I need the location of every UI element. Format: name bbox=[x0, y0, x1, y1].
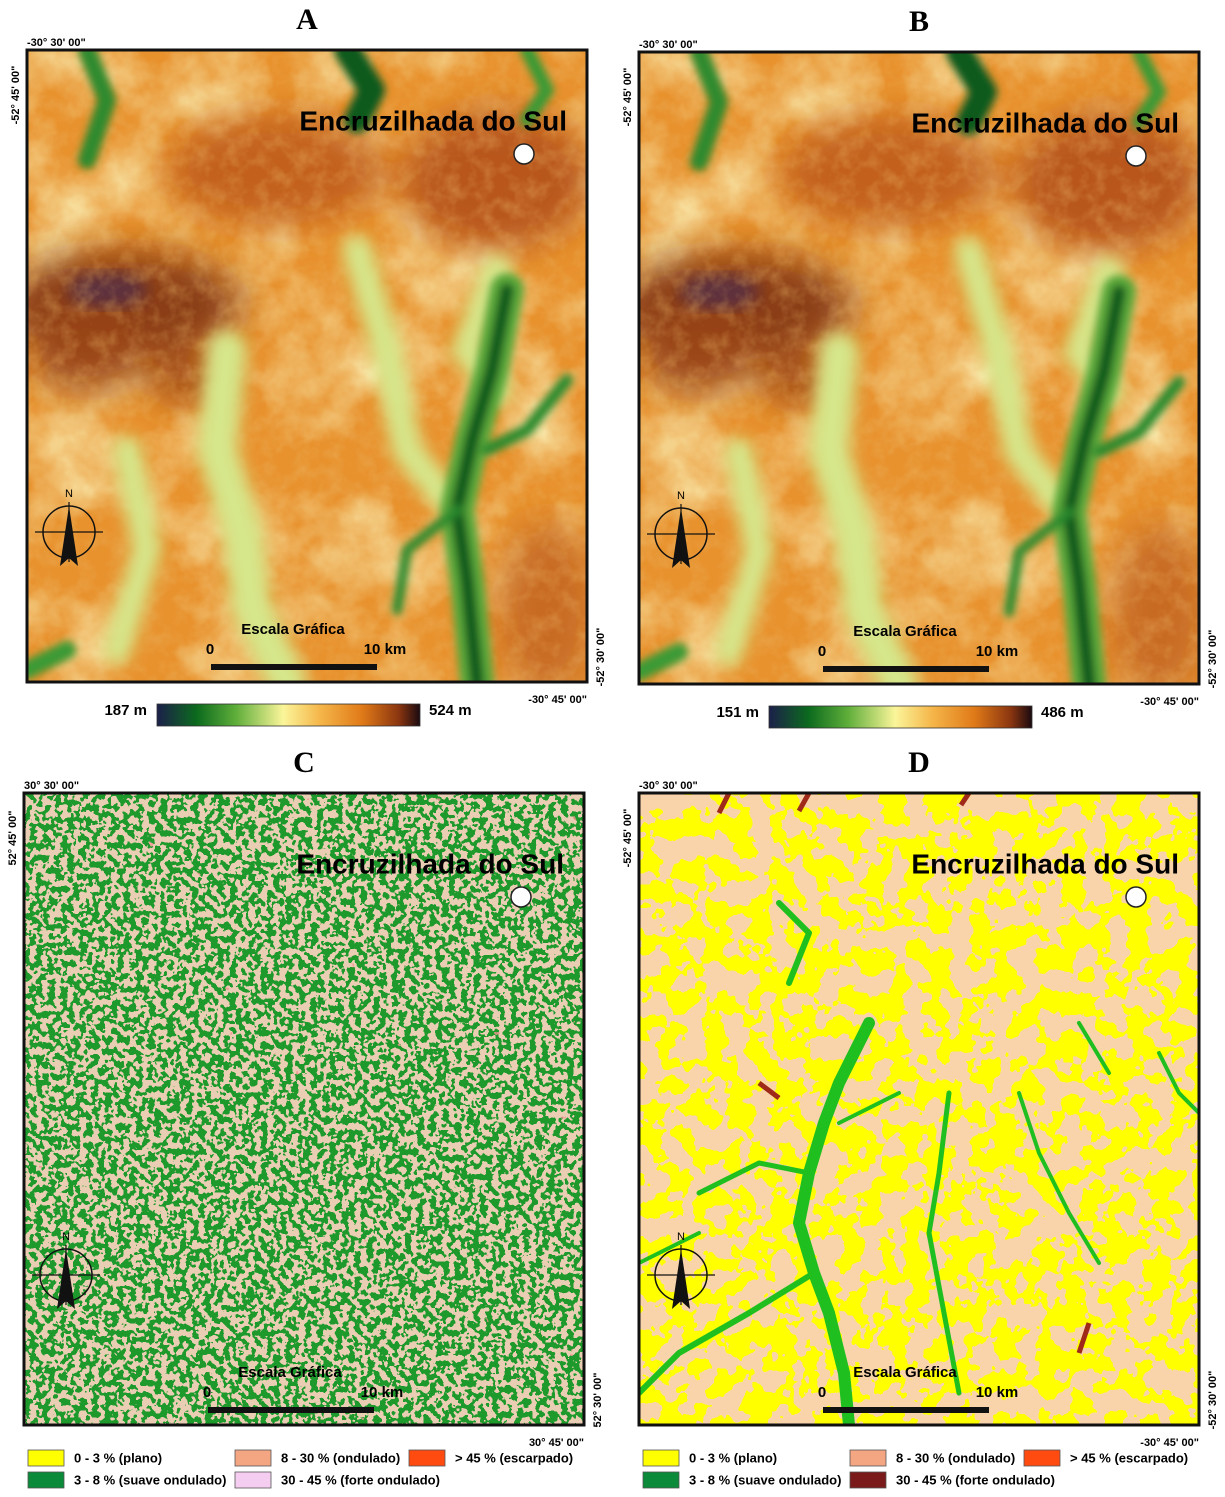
scale-title: Escala Gráfica bbox=[853, 623, 957, 640]
legend-swatch bbox=[235, 1472, 271, 1488]
coord-left: 52° 45' 00" bbox=[7, 810, 19, 865]
legend-label: 0 - 3 % (plano) bbox=[74, 1450, 162, 1465]
scale-start: 0 bbox=[818, 1384, 826, 1401]
slope-escarpado bbox=[24, 793, 584, 1425]
panel: A -30° 30' 00" -52° 45' 00" -52° 30' 00" -30… bbox=[2, 3, 607, 726]
scale-start: 0 bbox=[203, 1384, 211, 1401]
legend-label: 8 - 30 % (ondulado) bbox=[281, 1450, 400, 1465]
scale-end: 10 km bbox=[361, 1384, 404, 1401]
north-label: N bbox=[62, 1231, 70, 1243]
city-marker bbox=[1126, 887, 1146, 907]
legend-label: > 45 % (escarpado) bbox=[1070, 1450, 1188, 1465]
coord-bottom-right: -30° 45' 00" bbox=[528, 694, 587, 706]
legend-label: 3 - 8 % (suave ondulado) bbox=[689, 1472, 841, 1487]
scale-bar bbox=[211, 664, 377, 670]
colorbar bbox=[157, 704, 420, 726]
scale-end: 10 km bbox=[976, 1384, 1019, 1401]
north-label: N bbox=[65, 488, 73, 500]
scale-start: 0 bbox=[818, 643, 826, 660]
coord-right: 52° 30' 00" bbox=[592, 1372, 604, 1427]
panel: C 30° 30' 00" 52° 45' 00" 52° 30' 00" 30° 45… bbox=[7, 746, 604, 1488]
scale-bar bbox=[823, 1407, 989, 1413]
city-name: Encruzilhada do Sul bbox=[296, 848, 564, 879]
legend-swatch bbox=[235, 1450, 271, 1466]
panel-label: D bbox=[908, 746, 930, 779]
panel-label: A bbox=[296, 3, 318, 36]
coord-bottom-right: -30° 45' 00" bbox=[1140, 1437, 1199, 1449]
legend-swatch bbox=[28, 1450, 64, 1466]
scale-bar bbox=[823, 666, 989, 672]
legend-label: 30 - 45 % (forte ondulado) bbox=[281, 1472, 440, 1487]
map bbox=[24, 793, 584, 1425]
panel-label: B bbox=[909, 5, 929, 38]
panel-label: C bbox=[293, 746, 315, 779]
legend-label: > 45 % (escarpado) bbox=[455, 1450, 573, 1465]
city-marker bbox=[1126, 146, 1146, 166]
legend-label: 30 - 45 % (forte ondulado) bbox=[896, 1472, 1055, 1487]
legend-swatch bbox=[850, 1472, 886, 1488]
colorbar-max: 524 m bbox=[429, 702, 472, 719]
scale-start: 0 bbox=[206, 641, 214, 658]
scale-title: Escala Gráfica bbox=[241, 621, 345, 638]
legend-swatch bbox=[28, 1472, 64, 1488]
coord-left: -52° 45' 00" bbox=[622, 809, 634, 868]
legend-swatch bbox=[850, 1450, 886, 1466]
coord-top-left: 30° 30' 00" bbox=[24, 780, 79, 792]
coord-bottom-right: -30° 45' 00" bbox=[1140, 696, 1199, 708]
coord-right: -52° 30' 00" bbox=[1207, 630, 1219, 689]
colorbar-min: 187 m bbox=[104, 702, 147, 719]
coord-top-left: -30° 30' 00" bbox=[639, 39, 698, 51]
scale-end: 10 km bbox=[976, 643, 1019, 660]
legend-swatch bbox=[643, 1450, 679, 1466]
map bbox=[2, 50, 597, 700]
city-marker bbox=[514, 144, 534, 164]
scale-title: Escala Gráfica bbox=[853, 1364, 957, 1381]
scale-end: 10 km bbox=[364, 641, 407, 658]
figure: A -30° 30' 00" -52° 45' 00" -52° 30' 00" -30… bbox=[0, 0, 1225, 1492]
scale-bar bbox=[208, 1407, 374, 1413]
city-name: Encruzilhada do Sul bbox=[911, 107, 1179, 138]
coord-top-left: -30° 30' 00" bbox=[27, 37, 86, 49]
north-label: N bbox=[677, 490, 685, 502]
coord-top-left: -30° 30' 00" bbox=[639, 780, 698, 792]
scale-title: Escala Gráfica bbox=[238, 1364, 342, 1381]
panel: B -30° 30' 00" -52° 45' 00" -52° 30' 00" -30… bbox=[614, 5, 1219, 728]
coord-left: -52° 45' 00" bbox=[622, 68, 634, 127]
map bbox=[614, 52, 1209, 702]
legend-swatch bbox=[643, 1472, 679, 1488]
city-name: Encruzilhada do Sul bbox=[911, 848, 1179, 879]
colorbar bbox=[769, 706, 1032, 728]
coord-bottom-right: 30° 45' 00" bbox=[529, 1437, 584, 1449]
legend-swatch bbox=[409, 1450, 445, 1466]
coord-right: -52° 30' 00" bbox=[595, 628, 607, 687]
coord-left: -52° 45' 00" bbox=[10, 66, 22, 125]
city-name: Encruzilhada do Sul bbox=[299, 105, 567, 136]
map bbox=[639, 793, 1199, 1425]
legend-swatch bbox=[1024, 1450, 1060, 1466]
legend-label: 3 - 8 % (suave ondulado) bbox=[74, 1472, 226, 1487]
colorbar-max: 486 m bbox=[1041, 704, 1084, 721]
north-label: N bbox=[677, 1231, 685, 1243]
coord-right: -52° 30' 00" bbox=[1207, 1371, 1219, 1430]
colorbar-min: 151 m bbox=[716, 704, 759, 721]
panel: D -30° 30' 00" -52° 45' 00" -52° 30' 00" -30… bbox=[622, 746, 1219, 1488]
city-marker bbox=[511, 887, 531, 907]
legend-label: 0 - 3 % (plano) bbox=[689, 1450, 777, 1465]
legend-label: 8 - 30 % (ondulado) bbox=[896, 1450, 1015, 1465]
